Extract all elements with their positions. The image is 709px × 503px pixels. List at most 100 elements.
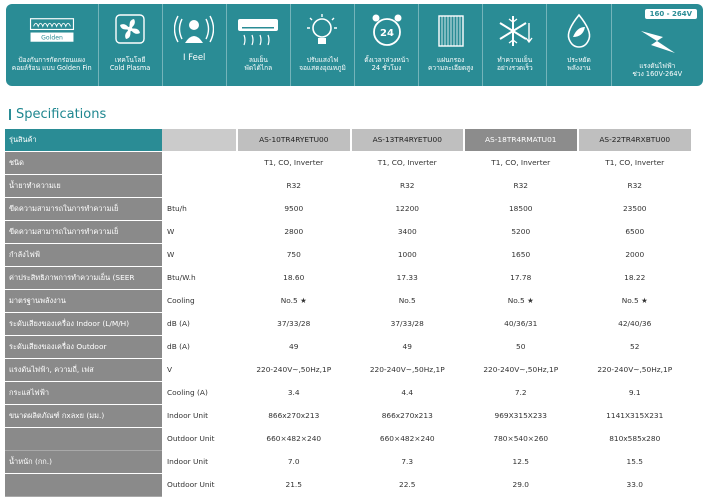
row-label: กำลังไฟฟ้ bbox=[5, 243, 162, 267]
header-model: AS-18TR4RMATU01 bbox=[463, 129, 578, 152]
row-value: 17.78 bbox=[463, 266, 578, 290]
table-row: มาตรฐานพลังงาน Cooling No.5 ★ No.5 No.5 ★ No.… bbox=[5, 289, 691, 313]
row-value: 6500 bbox=[576, 220, 691, 244]
section-title-bar bbox=[9, 108, 11, 120]
row-unit: Indoor Unit bbox=[162, 450, 237, 474]
row-unit bbox=[162, 174, 237, 198]
voltage-badge: 160 - 264V bbox=[644, 9, 698, 19]
row-unit: Cooling bbox=[162, 289, 237, 313]
row-value: 660×482×240 bbox=[349, 427, 464, 451]
row-value: 12.5 bbox=[463, 450, 578, 474]
row-value: R32 bbox=[463, 174, 578, 198]
table-row: ขีดความสามารถในการทำความเย็ Btu/h 9500 1220… bbox=[5, 197, 691, 221]
row-value: 50 bbox=[463, 335, 578, 359]
row-value: T1, CO, Inverter bbox=[236, 151, 351, 175]
row-unit: W bbox=[162, 220, 237, 244]
table-row: ระดับเสียงของเครื่อง Outdoor dB (A) 49 49 50… bbox=[5, 335, 691, 359]
row-value: 7.0 bbox=[236, 450, 351, 474]
table-row: น้ำยาทำความเย R32 R32 R32 R32 bbox=[5, 174, 691, 198]
row-label: ค่าประสิทธิภาพการทำความเย็น (SEER bbox=[5, 266, 162, 290]
filter-icon bbox=[428, 12, 474, 50]
header-model: AS-13TR4RYETU00 bbox=[349, 129, 464, 152]
row-value: 1141X315X231 bbox=[576, 404, 691, 428]
light-bulb-icon bbox=[299, 12, 345, 50]
row-value: 40/36/31 bbox=[463, 312, 578, 336]
snowflake-icon bbox=[492, 12, 538, 50]
row-value: 866x270x213 bbox=[236, 404, 351, 428]
row-value: 220-240V~,50Hz,1P bbox=[349, 358, 464, 382]
feature-banner: Golden ป้องกันการกัดกร่อนแผง คอยล์ร้อน แ… bbox=[6, 4, 703, 86]
row-value: 2000 bbox=[576, 243, 691, 267]
row-value: 18500 bbox=[463, 197, 578, 221]
row-unit: V bbox=[162, 358, 237, 382]
row-value: 810x585x280 bbox=[576, 427, 691, 451]
feature-caption: แผ่นกรอง ความละเอียดสูง bbox=[428, 56, 474, 72]
feature-timer: 24 ตั้งเวลาล่วงหน้า 24 ชั่วโมง bbox=[355, 4, 420, 86]
row-value: 49 bbox=[236, 335, 351, 359]
feature-caption: ทำความเย็น อย่างรวดเร็ว bbox=[496, 56, 533, 72]
row-label: ขนาดผลิตภัณฑ์ กxลxย (มม.) bbox=[5, 404, 162, 428]
row-unit: Btu/h bbox=[162, 197, 237, 221]
row-unit: dB (A) bbox=[162, 335, 237, 359]
row-value: 1650 bbox=[463, 243, 578, 267]
row-value: 220-240V~,50Hz,1P bbox=[236, 358, 351, 382]
row-value: T1, CO, Inverter bbox=[463, 151, 578, 175]
feature-energy-save: ประหยัด พลังงาน bbox=[547, 4, 612, 86]
row-unit: Indoor Unit bbox=[162, 404, 237, 428]
feature-golden-fin: Golden ป้องกันการกัดกร่อนแผง คอยล์ร้อน แ… bbox=[6, 4, 99, 86]
header-model: AS-22TR4RXBTU00 bbox=[576, 129, 691, 152]
golden-badge: Golden bbox=[41, 34, 63, 41]
row-value: 18.60 bbox=[236, 266, 351, 290]
row-value: 866x270x213 bbox=[349, 404, 464, 428]
header-unit-cell bbox=[162, 129, 237, 152]
row-value: 37/33/28 bbox=[349, 312, 464, 336]
feature-caption: I Feel bbox=[182, 53, 206, 63]
section-title: Specifications bbox=[9, 106, 106, 122]
row-value: 1000 bbox=[349, 243, 464, 267]
table-body: ชนิด T1, CO, Inverter T1, CO, Inverter T1, … bbox=[5, 151, 691, 497]
feature-cold-plasma: เทคโนโลยี Cold Plasma bbox=[99, 4, 163, 86]
specifications-table: รุ่นสินค้า AS-10TR4RYETU00 AS-13TR4RYETU… bbox=[5, 129, 691, 497]
row-value: 969X315X233 bbox=[463, 404, 578, 428]
person-signal-icon bbox=[171, 12, 217, 50]
table-row: Outdoor Unit 21.5 22.5 29.0 33.0 bbox=[5, 473, 691, 497]
row-value: 2800 bbox=[236, 220, 351, 244]
row-value: T1, CO, Inverter bbox=[576, 151, 691, 175]
row-value: 29.0 bbox=[463, 473, 578, 497]
row-value: 21.5 bbox=[236, 473, 351, 497]
air-conditioner-icon bbox=[235, 12, 281, 50]
row-value: 15.5 bbox=[576, 450, 691, 474]
row-unit: Cooling (A) bbox=[162, 381, 237, 405]
row-value: 9500 bbox=[236, 197, 351, 221]
row-label: มาตรฐานพลังงาน bbox=[5, 289, 162, 313]
row-value: R32 bbox=[349, 174, 464, 198]
row-value: 3400 bbox=[349, 220, 464, 244]
row-value: 780×540×260 bbox=[463, 427, 578, 451]
row-label bbox=[5, 427, 162, 451]
table-row: ชนิด T1, CO, Inverter T1, CO, Inverter T1, … bbox=[5, 151, 691, 175]
feature-filter: แผ่นกรอง ความละเอียดสูง bbox=[419, 4, 484, 86]
row-label: กระแสไฟฟ้า bbox=[5, 381, 162, 405]
feature-auto-light: ปรับแสงไฟ จอแสดงอุณหภูมิ bbox=[291, 4, 356, 86]
table-row: น้ำหนัก (กก.) Indoor Unit 7.0 7.3 12.5 15.5 bbox=[5, 450, 691, 474]
table-row: ระดับเสียงของเครื่อง Indoor (L/M/H) dB (A… bbox=[5, 312, 691, 336]
row-value: No.5 ★ bbox=[463, 289, 578, 313]
row-unit: dB (A) bbox=[162, 312, 237, 336]
row-value: 49 bbox=[349, 335, 464, 359]
feature-caption: แรงดันไฟฟ้า ช่วง 160V-264V bbox=[632, 62, 683, 78]
row-value: 4.4 bbox=[349, 381, 464, 405]
header-model-label: รุ่นสินค้า bbox=[5, 129, 162, 152]
feature-voltage: 160 - 264V แรงดันไฟฟ้า ช่วง 160V-264V bbox=[612, 4, 703, 86]
section-title-text: Specifications bbox=[16, 106, 107, 122]
feature-caption: ปรับแสงไฟ จอแสดงอุณหภูมิ bbox=[299, 56, 346, 72]
table-row: Outdoor Unit 660×482×240 660×482×240 780×54… bbox=[5, 427, 691, 451]
feature-long-air: ลมเย็น พัดได้ไกล bbox=[227, 4, 291, 86]
row-value: 42/40/36 bbox=[576, 312, 691, 336]
row-label: แรงดันไฟฟ้า, ความถี่, เฟส bbox=[5, 358, 162, 382]
feature-caption: เทคโนโลยี Cold Plasma bbox=[109, 56, 151, 72]
row-value: No.5 bbox=[349, 289, 464, 313]
feature-caption: ลมเย็น พัดได้ไกล bbox=[244, 56, 273, 72]
row-value: 23500 bbox=[576, 197, 691, 221]
water-drop-leaf-icon bbox=[556, 12, 602, 50]
row-unit: Btu/W.h bbox=[162, 266, 237, 290]
